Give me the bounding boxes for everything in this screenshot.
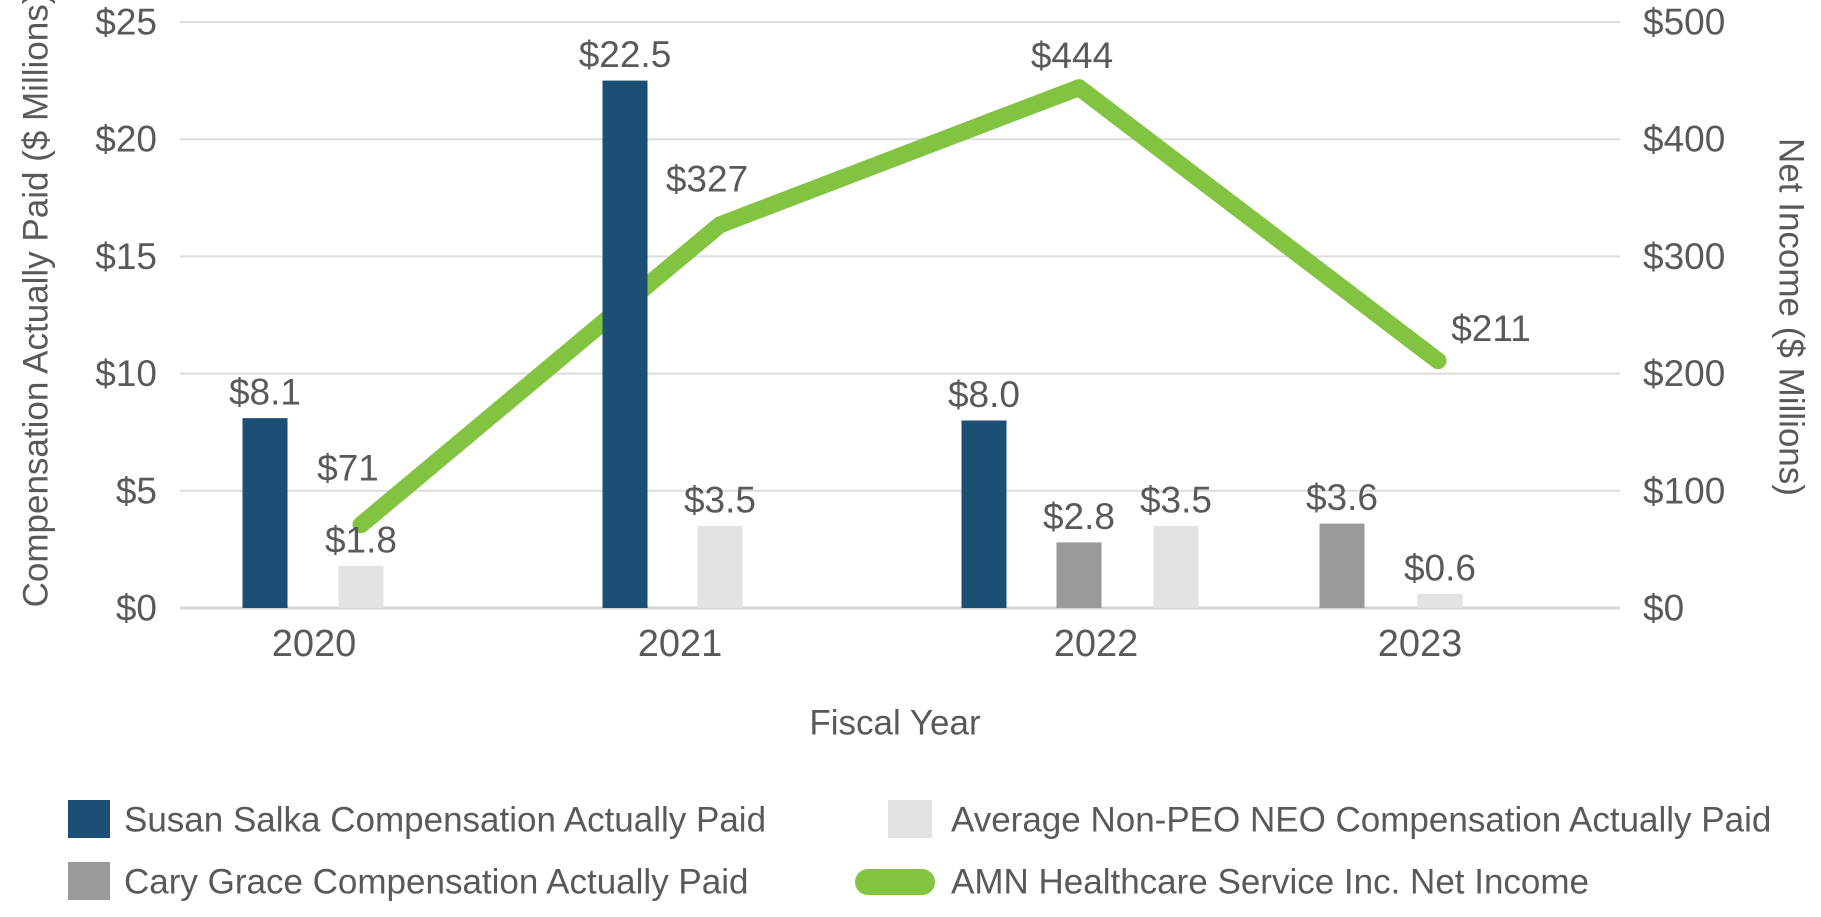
right-tick-label: $0 [1643,588,1684,629]
bar-value-label: $22.5 [579,34,672,75]
bar [338,565,384,608]
year-label: 2020 [272,623,357,665]
net-income-line [352,79,1447,534]
line-value-labels: $71 $327 $444 $211 [317,35,1531,488]
left-tick-label: $15 [95,236,157,277]
left-axis-ticks: $0 $5 $10 $15 $20 $25 [95,2,157,629]
bar [242,418,288,608]
x-axis-title: Fiscal Year [809,704,981,743]
line-value-label: $444 [1031,35,1113,76]
left-tick-label: $25 [95,2,157,43]
left-tick-label: $10 [95,353,157,394]
year-label: 2022 [1054,623,1139,665]
legend-square-swatch [888,800,932,838]
right-tick-label: $300 [1643,236,1725,277]
year-label: 2021 [638,623,723,665]
legend-line-swatch [855,869,935,895]
legend-square-swatch [68,862,110,900]
legend-label: Cary Grace Compensation Actually Paid [124,863,748,902]
bar-value-label: $2.8 [1043,496,1115,537]
line-value-label: $327 [666,158,748,199]
bar-series [242,80,1463,609]
right-tick-label: $100 [1643,470,1725,511]
right-tick-label: $200 [1643,353,1725,394]
bar-value-label: $3.6 [1306,477,1378,518]
line-value-label: $211 [1451,308,1531,349]
bar-value-label: $8.0 [948,374,1020,415]
bar [602,80,648,609]
bar-value-label: $8.1 [229,372,301,413]
right-axis-title: Net Income ($ Millions) [1772,138,1811,496]
bar-value-label: $0.6 [1404,547,1476,588]
bar [1056,542,1102,608]
legend-label: AMN Healthcare Service Inc. Net Income [951,863,1589,902]
year-label: 2023 [1378,623,1463,665]
bar-value-label: $3.5 [1140,479,1212,520]
bar [1319,523,1365,608]
bar [961,420,1007,608]
left-axis-title: Compensation Actually Paid ($ Millions) [17,0,56,607]
bar-value-label: $1.8 [325,519,397,560]
left-tick-label: $20 [95,119,157,160]
bar [1417,593,1463,608]
bar-value-labels: $8.1 $22.5 $8.0 $2.8 $3.6 $1.8 $3.5 $3.5 $0.6 [229,34,1476,588]
right-tick-label: $400 [1643,119,1725,160]
right-tick-label: $500 [1643,2,1725,43]
net-income-line-series [352,79,1447,534]
legend: Susan Salka Compensation Actually Paid Av… [68,800,1771,902]
right-axis-ticks: $0 $100 $200 $300 $400 $500 [1643,2,1725,629]
bar [697,525,743,608]
x-axis-tick-labels: 2020 2021 2022 2023 [272,623,1463,665]
legend-label: Susan Salka Compensation Actually Paid [124,801,766,840]
left-tick-label: $0 [116,588,157,629]
line-value-label: $71 [317,447,379,488]
legend-square-swatch [68,800,110,838]
gridlines [180,21,1620,610]
legend-label: Average Non-PEO NEO Compensation Actuall… [951,801,1771,840]
bar-value-label: $3.5 [684,479,756,520]
left-tick-label: $5 [116,470,157,511]
bar [1153,525,1199,608]
